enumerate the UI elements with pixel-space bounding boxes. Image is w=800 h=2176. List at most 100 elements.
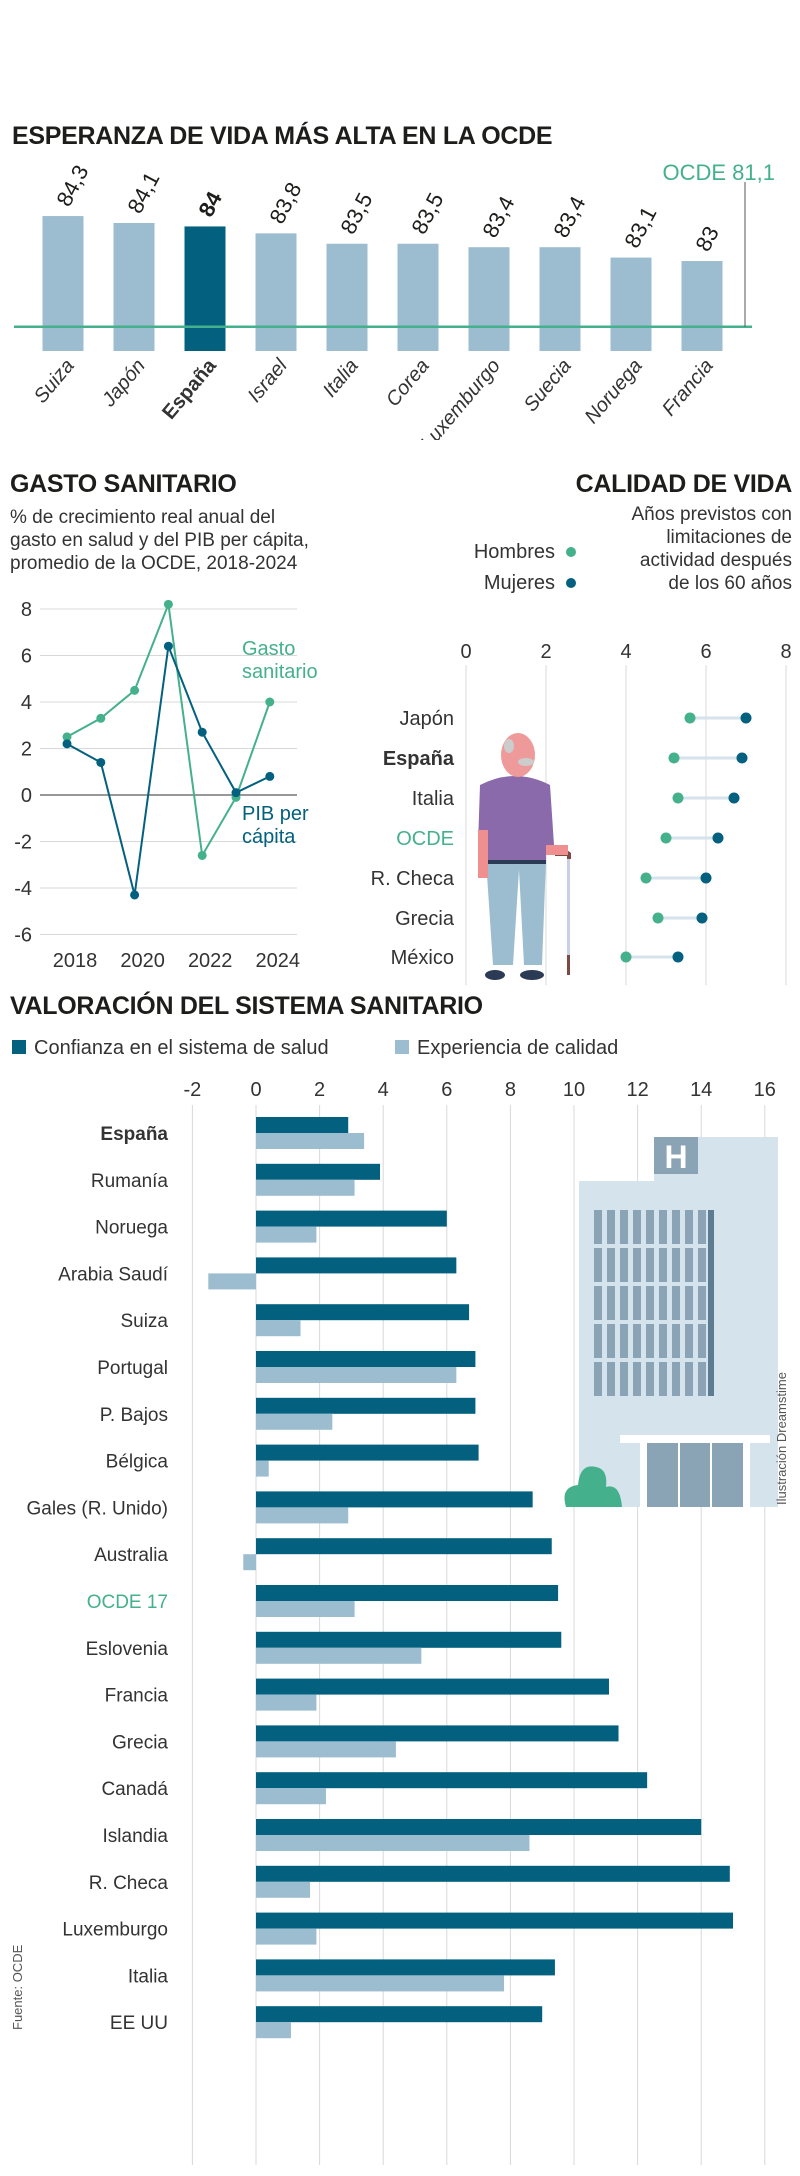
series-line-gdp [66, 642, 271, 896]
data-point [96, 713, 106, 723]
window [646, 1286, 654, 1320]
shoe [485, 970, 505, 980]
data-point [163, 641, 173, 651]
trust-bar [256, 1538, 552, 1555]
row-label: Italia [412, 788, 455, 810]
y-tick-label: -2 [14, 832, 32, 854]
bar-noruega [610, 257, 652, 351]
window [646, 1210, 654, 1244]
trust-bar [256, 1351, 476, 1367]
series-label: Gasto [242, 638, 295, 660]
x-tick-label: 4 [620, 641, 631, 663]
trust-bar [256, 1491, 533, 1508]
x-tick-label: 0 [250, 1079, 261, 1101]
category-label: Italia [319, 355, 363, 402]
window [607, 1210, 615, 1244]
women-dot [700, 872, 712, 884]
row-label: Noruega [95, 1218, 168, 1239]
window [607, 1362, 615, 1396]
quality-experience-bar [256, 1975, 505, 1992]
window [698, 1324, 706, 1358]
bush-icon [564, 1466, 622, 1507]
hospital-sign-letter: H [664, 1139, 687, 1175]
quality-experience-bar [256, 2022, 291, 2039]
quality-experience-bar [256, 1835, 530, 1851]
data-point [130, 685, 140, 695]
legend-label: Confianza en el sistema de salud [34, 1037, 329, 1059]
x-tick-label: 6 [700, 641, 711, 663]
series-label: sanitario [242, 661, 318, 683]
data-point [231, 788, 241, 798]
bar-suiza [42, 216, 84, 351]
row-label: España [383, 748, 455, 770]
x-tick-label: 6 [441, 1079, 452, 1101]
y-tick-label: -6 [14, 925, 32, 947]
health-spending-subtitle: % de crecimiento real anual del gasto en… [10, 506, 309, 575]
window [659, 1362, 667, 1396]
quality-experience-bar [208, 1273, 256, 1290]
oecd-reference-label: OCDE 81,1 [663, 160, 776, 185]
elderly-man-illustration [478, 733, 571, 980]
y-tick-label: 4 [21, 692, 32, 714]
value-label: 84 [193, 187, 227, 221]
trust-bar [256, 1819, 702, 1835]
value-label: 83 [690, 222, 724, 255]
series-label: PIB per [242, 803, 309, 825]
row-label: Australia [94, 1545, 168, 1566]
window [698, 1248, 706, 1282]
window [685, 1324, 693, 1358]
subtitle-line: promedio de la OCDE, 2018-2024 [10, 553, 298, 574]
value-label: 84,1 [122, 168, 164, 218]
subtitle-line: gasto en salud y del PIB per cápita, [10, 530, 309, 551]
hair [504, 739, 514, 753]
men-dot [668, 752, 680, 764]
window [685, 1362, 693, 1396]
row-label: Rumanía [91, 1171, 169, 1192]
trust-bar [256, 2006, 543, 2023]
legend-label: Hombres [474, 541, 555, 563]
data-point [163, 599, 173, 609]
category-label: Noruega [581, 355, 647, 428]
window [672, 1210, 680, 1244]
subtitle-line: actividad después [639, 550, 792, 571]
data-point [130, 890, 140, 900]
x-tick-label: 0 [460, 641, 471, 663]
trust-bar [256, 1772, 648, 1789]
x-tick-label: 2022 [188, 950, 233, 972]
quality-experience-bar [256, 1928, 317, 1945]
data-point [265, 771, 275, 781]
category-label: Suecia [520, 355, 576, 416]
y-tick-label: 0 [21, 785, 32, 807]
life-expectancy-title: ESPERANZA DE VIDA MÁS ALTA EN LA OCDE [12, 122, 553, 150]
window [607, 1324, 615, 1358]
row-label: EE UU [110, 2013, 168, 2034]
quality-of-life-subtitle: Años previstos con limitaciones de activ… [631, 503, 792, 595]
window [620, 1286, 628, 1320]
window [620, 1324, 628, 1358]
row-label: R. Checa [89, 1873, 169, 1894]
trust-bar [256, 1912, 733, 1929]
quality-experience-bar [256, 1507, 349, 1524]
row-label: Portugal [97, 1358, 168, 1379]
arm [478, 830, 488, 878]
window [685, 1286, 693, 1320]
window [659, 1210, 667, 1244]
belt [486, 858, 546, 864]
trust-bar [256, 1444, 479, 1461]
hospital-illustration: H [564, 1137, 778, 1507]
bar-francia [681, 261, 723, 351]
window [646, 1362, 654, 1396]
legend-label: Experiencia de calidad [417, 1037, 618, 1059]
legend-swatch [12, 1040, 26, 1054]
row-label: Canadá [101, 1779, 168, 1800]
category-label: Suiza [30, 355, 79, 407]
cane-tip [567, 955, 570, 975]
x-tick-label: 12 [626, 1079, 648, 1101]
window [633, 1210, 641, 1244]
trust-bar [256, 1397, 476, 1414]
legend-label: Mujeres [484, 572, 555, 594]
shirt [478, 776, 554, 860]
category-label: Corea [382, 355, 434, 411]
women-dot [672, 951, 684, 963]
quality-of-life-title: CALIDAD DE VIDA [575, 470, 793, 498]
